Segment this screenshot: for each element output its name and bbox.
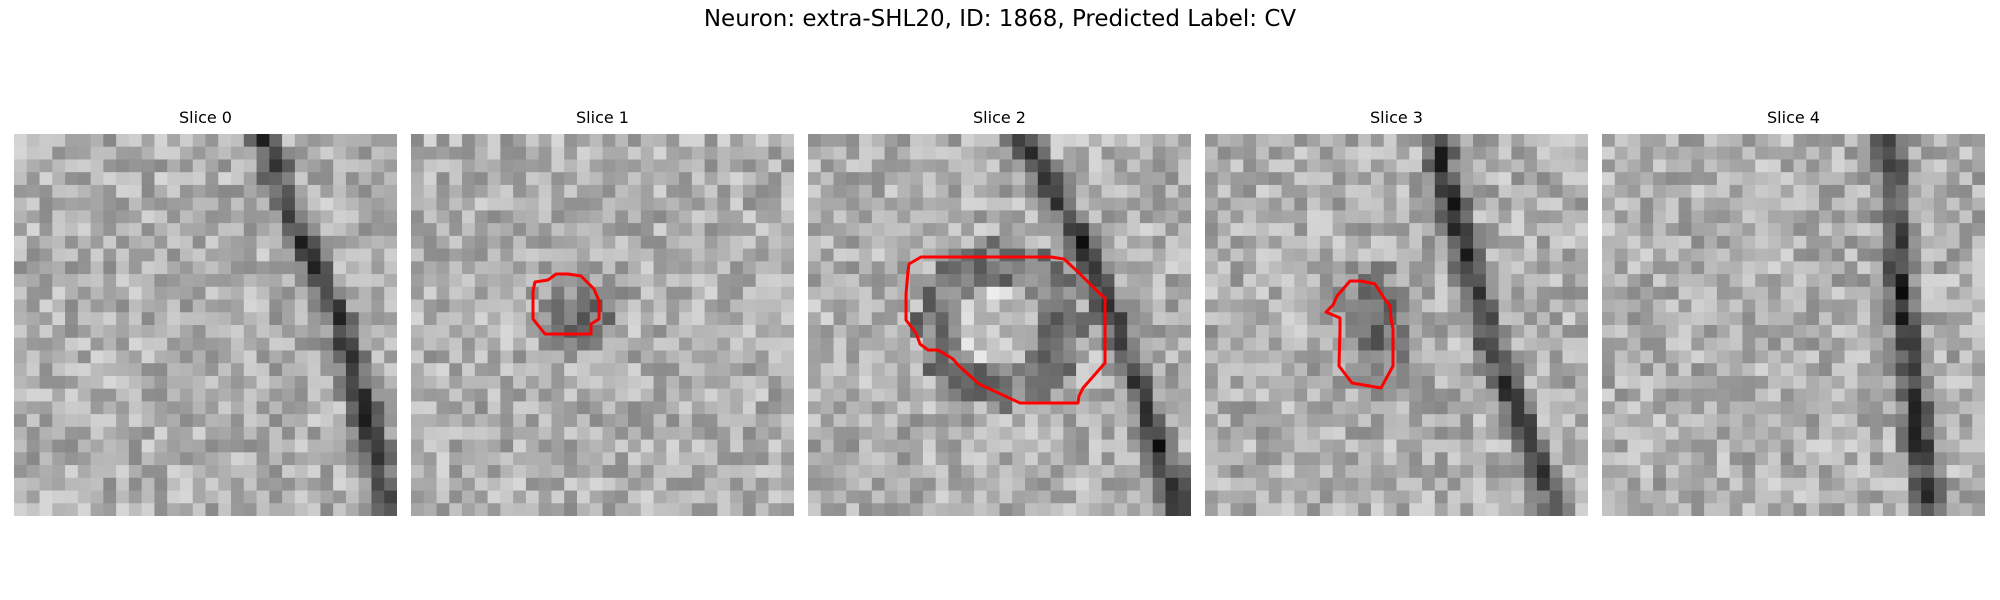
slice-panel-2: Slice 2 [808,108,1191,516]
slice-panel-0: Slice 0 [14,108,397,516]
slice-image-3 [1205,134,1588,516]
slice-title-4: Slice 4 [1767,108,1820,127]
slice-panel-4: Slice 4 [1602,108,1985,516]
slice-title-0: Slice 0 [179,108,232,127]
slice-title-1: Slice 1 [576,108,629,127]
slice-title-2: Slice 2 [973,108,1026,127]
slice-panel-1: Slice 1 [411,108,794,516]
slice-image-2 [808,134,1191,516]
slice-panel-3: Slice 3 [1205,108,1588,516]
slice-image-1 [411,134,794,516]
roi-outline-2 [904,255,1107,405]
slice-image-0 [14,134,397,516]
slice-image-4 [1602,134,1985,516]
figure-title: Neuron: extra-SHL20, ID: 1868, Predicted… [703,6,1297,32]
roi-outline-3 [1324,279,1395,390]
slice-title-3: Slice 3 [1370,108,1423,127]
roi-outline-1 [531,272,601,336]
